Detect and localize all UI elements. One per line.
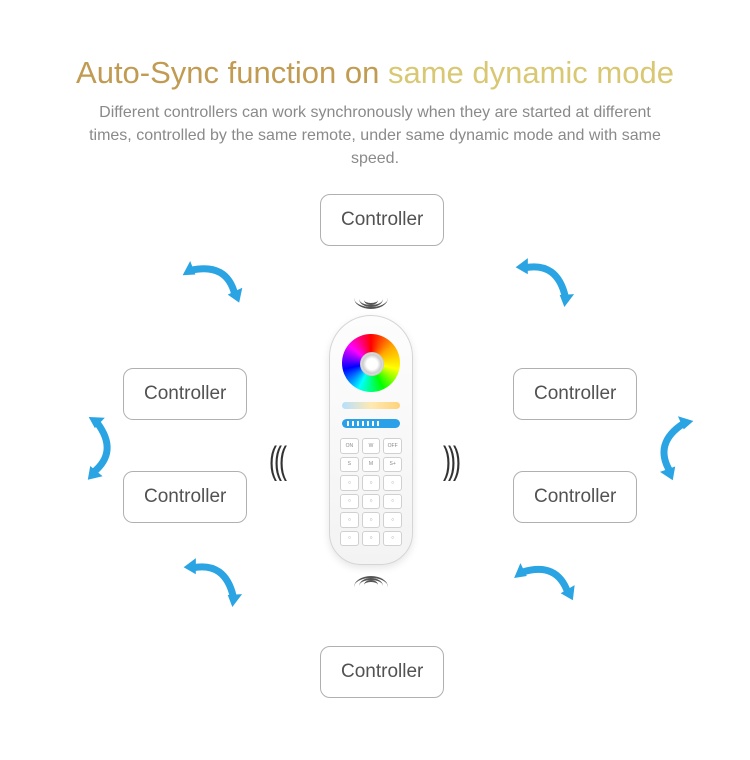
remote-btn: ON — [340, 438, 359, 454]
color-wheel-icon — [342, 334, 400, 392]
brightness-slider-icon — [342, 419, 400, 428]
controller-box-left1: Controller — [123, 368, 247, 420]
controller-box-bottom: Controller — [320, 646, 444, 698]
signal-arcs-top — [351, 275, 391, 305]
remote-btn: ○ — [383, 512, 402, 528]
remote-btn: W — [362, 438, 381, 454]
title-part1: Auto-Sync function on — [76, 55, 388, 90]
sync-arrow-icon — [639, 407, 715, 487]
controller-box-right2: Controller — [513, 471, 637, 523]
controller-box-top: Controller — [320, 194, 444, 246]
sync-arrow-icon — [498, 537, 591, 628]
remote-btn: ○ — [383, 475, 402, 491]
remote-btn: ○ — [383, 494, 402, 510]
remote-btn: ○ — [362, 494, 381, 510]
remote-btn: M — [362, 457, 381, 473]
signal-left: ((( — [269, 440, 284, 485]
signal-right: ))) — [443, 440, 458, 485]
controller-box-right1: Controller — [513, 368, 637, 420]
title-part2: same dynamic mode — [388, 55, 674, 90]
remote-btn: ○ — [340, 494, 359, 510]
remote-btn: ○ — [362, 475, 381, 491]
remote-btn: ○ — [340, 512, 359, 528]
cct-slider-icon — [342, 402, 400, 409]
remote-btn: S — [340, 457, 359, 473]
signal-arcs-bottom — [351, 580, 391, 610]
sync-arrow-icon — [166, 537, 259, 628]
remote-control: ONWOFFSMS+○○○○○○○○○○○○ — [329, 315, 413, 565]
sync-arrow-icon — [498, 237, 591, 328]
remote-btn: OFF — [383, 438, 402, 454]
remote-btn: ○ — [340, 531, 359, 547]
remote-btn: ○ — [362, 512, 381, 528]
sync-arrow-icon — [166, 236, 261, 329]
remote-buttons: ONWOFFSMS+○○○○○○○○○○○○ — [340, 438, 402, 546]
page-title: Auto-Sync function on same dynamic mode — [0, 0, 750, 91]
remote-btn: ○ — [383, 531, 402, 547]
remote-btn: ○ — [340, 475, 359, 491]
subtitle: Different controllers can work synchrono… — [85, 101, 665, 171]
sync-diagram: Controller Controller Controller Control… — [0, 180, 750, 740]
remote-btn: ○ — [362, 531, 381, 547]
controller-box-left2: Controller — [123, 471, 247, 523]
remote-btn: S+ — [383, 457, 402, 473]
sync-arrow-icon — [57, 407, 133, 487]
